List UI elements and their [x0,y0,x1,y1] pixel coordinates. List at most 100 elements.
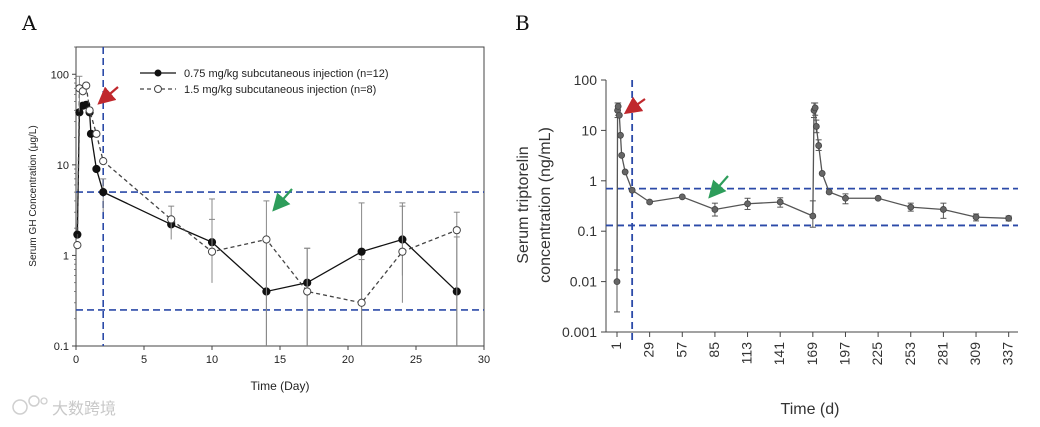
chart-a-arrows [97,86,293,212]
chart-a-data-point [357,298,366,307]
chart-a-series-line [76,104,458,293]
watermark-text: 大数跨境 [52,399,116,418]
chart-a-x-tick-label: 15 [274,354,286,366]
chart-b-data-point [812,123,820,130]
chart-a-data-point [82,81,91,90]
chart-b-x-tick-label: 141 [771,342,787,366]
chart-a-legend: 0.75 mg/kg subcutaneous injection (n=12)… [140,68,389,96]
chart-b-data-point [825,188,833,196]
chart-b-series [613,102,1013,313]
chart-a-red-arrow [97,86,119,105]
chart-b-x-tick-label: 309 [967,342,983,366]
chart-b-reference-lines [606,80,1018,340]
chart-a-data-point [452,226,461,235]
chart-b-data-point [613,278,621,286]
chart-a-x-tick-label: 5 [141,354,147,366]
chart-b: 1 29 57 85 113 141 169 197 225 253 281 309 337 0.001 0… [515,72,1018,418]
chart-b-data-point [907,203,915,211]
chart-a-ticks: 0 5 10 15 20 25 30 0.1 1 10 100 [51,46,490,366]
chart-b-y-axis-label-line-1: Serum triptorelin [515,146,532,263]
chart-b-data-point [811,104,819,112]
chart-b-x-tick-label: 337 [1000,342,1016,366]
chart-a-data-point [262,235,271,244]
chart-b-data-point [617,131,624,139]
chart-b-y-tick-label: 0.1 [578,223,598,239]
chart-b-data-point [615,111,623,119]
chart-b-data-point [776,198,784,206]
legend-marker-open [154,85,162,93]
chart-a-y-tick-label: 1 [63,250,69,262]
chart-b-data-point [614,102,622,110]
chart-b-x-tick-label: 1 [608,342,624,350]
legend-label-series-2: 1.5 mg/kg subcutaneous injection (n=8) [184,84,376,96]
watermark-logo-icon [12,395,48,415]
legend-label-series-1: 0.75 mg/kg subcutaneous injection (n=12) [184,68,389,80]
chart-a-data-point [99,156,108,166]
chart-a-data-point [357,247,366,256]
chart-b-x-tick-label: 225 [869,342,885,366]
chart-a-series-line [76,83,458,304]
chart-b-data-point [842,194,849,202]
chart-a-y-axis-label: Serum GH Concentration (μg/L) [28,125,39,266]
chart-a-x-tick-label: 20 [342,354,354,366]
chart-b-x-tick-label: 253 [902,342,918,366]
chart-b-green-arrow [708,175,729,199]
chart-b-data-point [815,142,823,149]
chart-a-data-point [92,164,101,174]
chart-b-x-axis-label: Time (d) [781,401,840,418]
chart-a: 0 5 10 15 20 25 30 0.1 1 10 100 0.75 mg/kg subcuta… [28,46,490,393]
chart-a-x-tick-label: 30 [478,354,490,366]
chart-b-ticks: 1 29 57 85 113 141 169 197 225 253 281 309 337 0.001 0… [562,72,1016,365]
legend-marker-filled [154,69,162,77]
chart-b-data-point [939,206,947,213]
chart-b-y-tick-label: 0.001 [562,324,597,340]
chart-b-y-tick-label: 1 [589,173,597,189]
chart-a-x-axis-label: Time (Day) [251,379,310,393]
chart-a-series [73,75,461,346]
chart-a-x-tick-label: 0 [73,354,79,366]
chart-b-x-tick-label: 29 [641,342,657,358]
chart-a-x-tick-label: 10 [206,354,218,366]
chart-b-y-tick-label: 10 [581,122,597,138]
chart-a-data-point [99,188,108,197]
chart-b-data-point [646,198,654,206]
panel-b-label: B [515,11,530,35]
watermark: 大数跨境 [12,395,116,418]
chart-a-y-tick-label: 0.1 [54,341,69,353]
chart-a-data-point [398,247,407,256]
chart-b-x-tick-label: 169 [804,342,820,366]
chart-a-x-tick-label: 25 [410,354,422,366]
panel-a-label: A [21,11,37,35]
chart-b-x-tick-label: 281 [934,342,950,366]
chart-a-green-arrow [272,188,293,212]
chart-a-y-tick-label: 100 [51,69,69,81]
chart-b-series-line [616,106,1009,282]
chart-b-arrows [623,96,729,199]
chart-a-data-point [167,215,176,224]
chart-b-data-point [678,193,686,201]
chart-b-data-point [972,213,980,221]
chart-b-data-point [1005,214,1013,222]
chart-b-y-tick-label: 0.01 [570,274,597,290]
chart-b-y-axis-label-line-2: concentration (ng/mL) [537,127,554,283]
chart-b-data-point [818,170,826,177]
chart-a-data-point [303,287,312,296]
chart-a-data-point [85,106,94,115]
chart-b-x-tick-label: 113 [739,342,755,365]
chart-a-data-point [92,129,101,138]
chart-b-x-tick-label: 57 [673,342,689,358]
chart-b-data-point [744,200,751,208]
chart-b-y-tick-label: 100 [574,72,598,88]
chart-b-red-arrow [623,96,646,115]
chart-a-y-tick-label: 10 [57,160,69,172]
chart-a-data-point [73,241,82,250]
chart-b-x-tick-label: 197 [836,342,852,366]
chart-b-x-tick-label: 85 [706,342,722,358]
chart-b-data-point [809,212,817,220]
chart-b-data-point [621,168,629,176]
chart-b-data-point [711,206,719,213]
chart-b-data-point [628,186,636,194]
chart-b-data-point [618,151,626,159]
chart-a-data-point [207,247,217,256]
